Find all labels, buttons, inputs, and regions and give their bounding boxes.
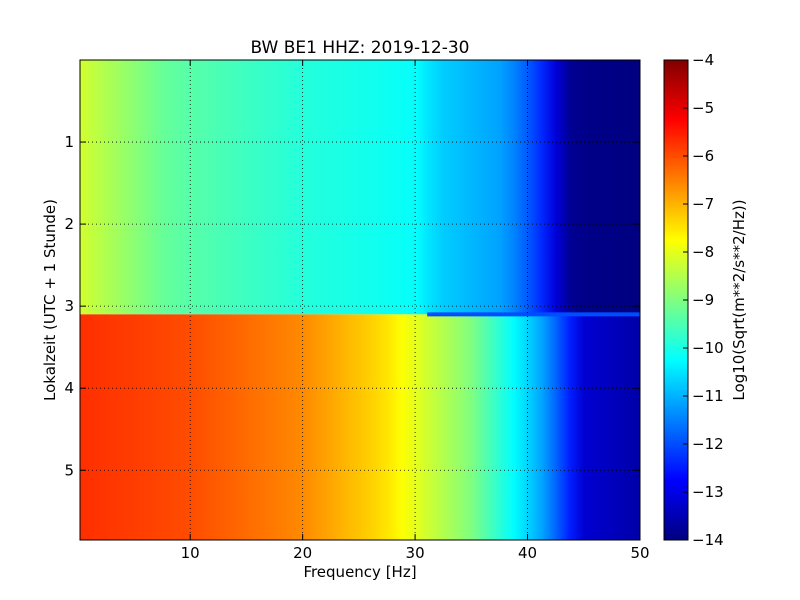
colorbar-tick-label: −10 [692,339,724,357]
colorbar-tick-label: −4 [692,51,714,69]
x-tick-label: 20 [293,544,312,562]
x-tick-label: 30 [406,544,425,562]
y-tick-label: 3 [64,297,74,315]
chart-title: BW BE1 HHZ: 2019-12-30 [250,38,469,58]
colorbar-ticks: −4 −5 −6 −7 −8 −9 −10 −11 −12 −13 −14 [683,51,724,549]
transition-band [427,312,640,316]
y-tick-label: 5 [64,461,74,479]
heatmap-band-2 [80,314,640,540]
x-tick-label: 10 [181,544,200,562]
spectrogram-figure: BW BE1 HHZ: 2019-12-30 10 20 30 40 50 12345 … [0,0,800,600]
y-tick-label: 2 [64,215,74,233]
colorbar-tick-label: −13 [692,483,724,501]
y-axis-label: Lokalzeit (UTC + 1 Stunde) [41,199,59,401]
x-tick-label: 40 [518,544,537,562]
colorbar-tick-label: −12 [692,435,724,453]
x-tick-label: 50 [630,544,649,562]
colorbar-tick-label: −8 [692,243,714,261]
colorbar-tick-label: −7 [692,195,714,213]
spectrogram-heatmap [80,60,640,540]
y-tick-label: 4 [64,379,74,397]
colorbar-tick-label: −5 [692,99,714,117]
colorbar-tick-label: −9 [692,291,714,309]
colorbar-tick-label: −14 [692,531,724,549]
y-tick-label: 1 [64,133,74,151]
colorbar-label: Log10(Sqrt(m**2/s**2/Hz)) [730,199,748,400]
x-axis-label: Frequency [Hz] [303,563,416,581]
heatmap-band-1 [80,60,640,314]
colorbar-tick-label: −11 [692,387,724,405]
colorbar-tick-label: −6 [692,147,714,165]
